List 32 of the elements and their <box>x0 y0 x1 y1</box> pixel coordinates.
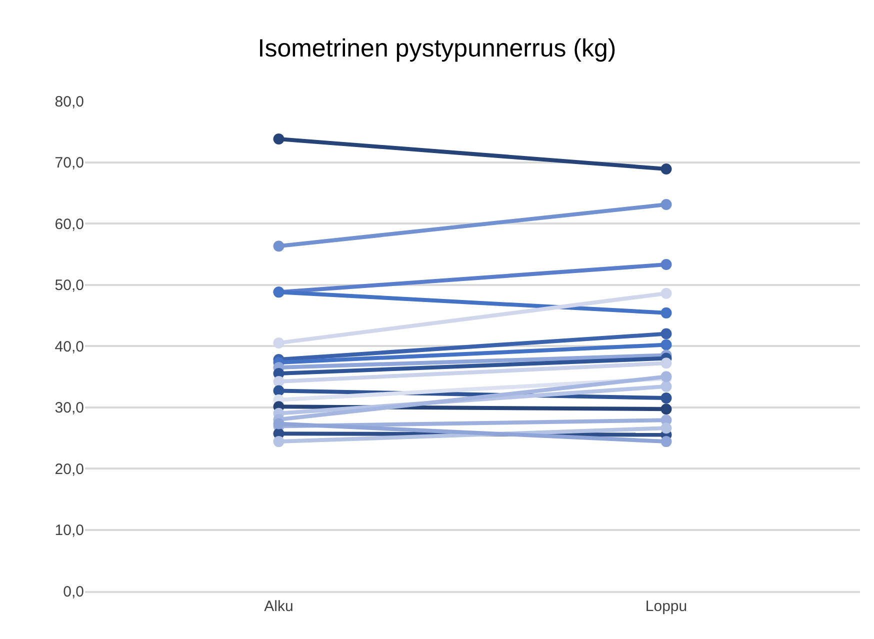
point <box>660 380 672 392</box>
point <box>660 404 672 415</box>
point <box>660 339 672 350</box>
y-tick-label: 60,0 <box>54 216 84 233</box>
point <box>660 422 672 434</box>
point <box>660 259 672 270</box>
point <box>660 288 672 299</box>
x-tick-label: Alku <box>264 598 294 615</box>
point <box>273 133 284 144</box>
y-tick-label: 70,0 <box>54 154 84 172</box>
point <box>660 163 672 174</box>
y-tick-label: 10,0 <box>54 522 84 539</box>
point <box>660 436 672 448</box>
chart-title: Isometrinen pystypunnerrus (kg) <box>258 34 616 63</box>
y-tick-label: 30,0 <box>54 400 84 416</box>
point <box>660 307 672 318</box>
point <box>660 199 672 210</box>
y-tick-label: 0,0 <box>63 583 84 600</box>
point <box>273 385 284 396</box>
point <box>273 376 284 388</box>
point <box>660 358 672 369</box>
y-tick-label: 40,0 <box>54 338 84 356</box>
y-tick-label: 80,0 <box>54 93 84 110</box>
point <box>273 418 284 430</box>
y-tick-label: 50,0 <box>54 277 84 294</box>
point <box>273 436 284 448</box>
x-tick-label: Loppu <box>645 598 688 615</box>
point <box>273 240 284 252</box>
y-tick-label: 20,0 <box>54 460 84 478</box>
point <box>660 392 672 404</box>
point <box>660 328 672 340</box>
point <box>273 337 284 348</box>
